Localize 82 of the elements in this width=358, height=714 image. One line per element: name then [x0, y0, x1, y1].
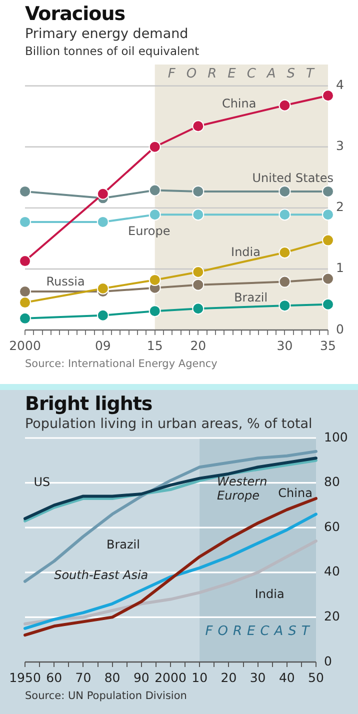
x-tick-label: 20: [190, 338, 206, 353]
x-tick-label: 15: [146, 338, 163, 353]
point: [19, 216, 31, 228]
point: [192, 302, 204, 315]
x-tick-label: 70: [75, 670, 92, 685]
point: [322, 208, 334, 221]
source-note: Source: International Energy Agency: [25, 358, 218, 370]
series-label: China: [278, 486, 312, 500]
x-tick-label: 1950: [9, 670, 41, 685]
series-label: Europe: [128, 224, 170, 238]
point: [322, 185, 334, 198]
point: [148, 305, 161, 318]
series-label: US: [34, 474, 50, 489]
series-label: Russia: [46, 274, 85, 288]
point: [278, 208, 291, 221]
x-tick-label: 09: [94, 338, 111, 353]
series-label: Brazil: [106, 538, 140, 552]
x-tick-label: 60: [46, 670, 62, 685]
point: [96, 188, 109, 200]
series-label: Brazil: [234, 290, 268, 304]
point: [278, 185, 291, 198]
y-tick-label: 4: [336, 77, 344, 92]
source-note: Source: UN Population Division: [25, 690, 188, 702]
y-tick-label: 80: [324, 474, 340, 490]
band-label: FORECAST: [168, 66, 325, 82]
series-label: Western Europe: [217, 474, 268, 503]
point: [192, 185, 204, 198]
y-tick-label: 0: [336, 321, 344, 336]
series-label: India: [254, 586, 284, 601]
y-tick-label: 40: [324, 564, 340, 579]
x-tick-label: 2000: [9, 338, 41, 353]
y-axis-title: Billion tonnes of oil equivalent: [25, 44, 200, 58]
series-label: India: [231, 245, 260, 260]
y-tick-label: 3: [336, 138, 344, 154]
point: [322, 298, 334, 310]
x-tick-label: 30: [250, 670, 266, 685]
point: [19, 296, 31, 309]
point: [148, 184, 161, 196]
series-label: China: [222, 96, 256, 110]
point: [192, 120, 204, 132]
y-tick-label: 60: [324, 518, 340, 534]
x-tick-label: 40: [278, 670, 295, 685]
point: [19, 255, 31, 268]
point: [19, 286, 31, 298]
point: [148, 274, 161, 286]
point: [322, 234, 334, 246]
x-tick-label: 50: [308, 670, 324, 685]
point: [278, 300, 291, 312]
point: [278, 246, 291, 258]
point: [148, 208, 161, 221]
point: [192, 208, 204, 221]
point: [278, 276, 291, 288]
point: [96, 216, 109, 228]
x-tick-label: 80: [104, 670, 120, 685]
point: [19, 185, 31, 198]
x-tick-label: 10: [192, 670, 208, 685]
x-tick-label: 2000: [154, 670, 186, 685]
chart-title: Bright lights: [25, 393, 154, 415]
point: [96, 282, 109, 294]
point: [192, 266, 204, 278]
x-tick-label: 30: [276, 338, 293, 353]
point: [19, 312, 31, 324]
point: [278, 99, 291, 112]
x-tick-label: 35: [320, 338, 336, 353]
y-tick-label: 20: [324, 608, 340, 624]
point: [322, 90, 334, 102]
chart-subtitle: Primary energy demand: [25, 26, 190, 42]
chart-subtitle: Population living in urban areas, % of total: [25, 416, 312, 432]
point: [322, 272, 334, 285]
y-tick-label: 0: [324, 653, 332, 668]
series-label: South-East Asia: [54, 568, 148, 582]
point: [148, 140, 161, 153]
x-tick-label: 90: [133, 670, 150, 685]
point: [192, 278, 204, 291]
point: [96, 309, 109, 322]
series-label: United States: [252, 170, 334, 185]
y-tick-label: 2: [336, 199, 344, 214]
x-tick-label: 20: [220, 670, 237, 685]
y-tick-label: 1: [336, 260, 344, 276]
chart-title: Voracious: [25, 3, 126, 25]
y-tick-label: 100: [324, 429, 348, 444]
band-label: FORECAST: [205, 624, 314, 639]
